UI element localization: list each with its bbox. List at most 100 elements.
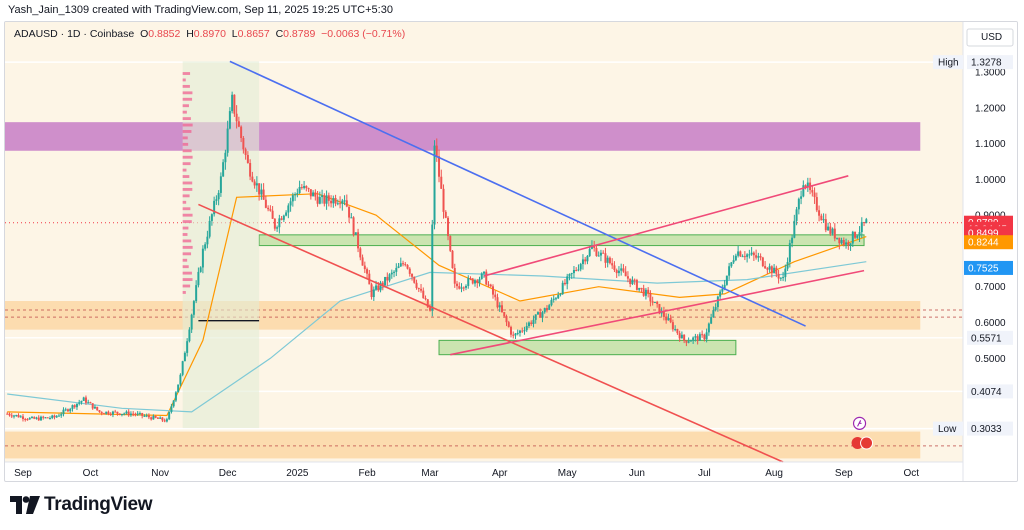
candle-body	[28, 417, 31, 420]
candle-body	[806, 182, 809, 188]
candle-body	[82, 397, 85, 401]
candle-body	[638, 287, 641, 290]
price-chart[interactable]: USD1.30001.20001.10001.00000.90000.70000…	[5, 22, 1018, 482]
candle-body	[393, 271, 396, 273]
candle-body	[307, 188, 310, 190]
candle-body	[642, 288, 645, 296]
y-tick-label: 1.2000	[975, 103, 1006, 114]
candle-body	[109, 414, 112, 416]
volume-profile-bar	[182, 271, 192, 275]
candle-body	[411, 273, 414, 277]
level-value-label: 0.5571	[971, 333, 1002, 344]
candle-body	[422, 290, 425, 299]
candle-body	[339, 203, 342, 205]
support-zone-upper	[5, 301, 921, 330]
candle-body	[78, 402, 81, 404]
candle-body	[597, 255, 600, 257]
candle-body	[359, 248, 362, 258]
candle-body	[147, 415, 150, 418]
candle-body	[273, 218, 276, 229]
candle-body	[215, 199, 218, 201]
candle-body	[669, 318, 672, 323]
volume-profile-bar	[182, 162, 191, 166]
candle-body	[739, 251, 742, 257]
chart-frame[interactable]: USD1.30001.20001.10001.00000.90000.70000…	[4, 21, 1018, 482]
candle-body	[120, 413, 123, 415]
candle-body	[536, 312, 539, 315]
level-tag-label: High	[938, 58, 959, 69]
candle-body	[8, 413, 11, 416]
candle-body	[692, 337, 695, 341]
candle-body	[116, 411, 119, 414]
candle-body	[408, 268, 411, 274]
candle-body	[444, 211, 447, 218]
candle-body	[183, 352, 186, 362]
candle-body	[503, 312, 506, 317]
candle-body	[325, 195, 328, 204]
candle-body	[143, 415, 146, 417]
volume-profile-bar	[182, 284, 191, 288]
candle-body	[91, 403, 94, 409]
candle-body	[305, 186, 308, 189]
candle-body	[242, 138, 245, 150]
x-tick-label: Feb	[358, 468, 376, 479]
volume-profile-bar	[182, 142, 189, 146]
high-label: H	[186, 28, 194, 40]
candle-body	[575, 270, 578, 272]
candle-body	[384, 276, 387, 286]
candle-body	[703, 334, 706, 340]
candle-body	[827, 226, 830, 231]
candle-body	[134, 413, 137, 415]
volume-profile-bar	[182, 187, 193, 191]
candle-body	[181, 361, 184, 375]
candle-body	[687, 341, 690, 343]
candle-body	[278, 218, 281, 228]
candle-body	[460, 287, 463, 289]
candle-body	[489, 284, 492, 287]
candle-body	[296, 193, 299, 195]
candle-body	[233, 94, 236, 114]
candle-body	[615, 270, 618, 274]
candle-body	[631, 279, 634, 285]
candle-body	[500, 305, 503, 313]
candle-body	[6, 413, 9, 415]
candle-body	[505, 316, 508, 323]
close-value: 0.8789	[283, 28, 316, 40]
symbol-label[interactable]: ADAUSD · 1D · Coinbase	[14, 28, 135, 40]
candle-body	[237, 121, 240, 127]
open-label: O	[140, 28, 149, 40]
volume-profile-bar	[182, 97, 193, 101]
candle-body	[262, 189, 265, 200]
candle-body	[327, 195, 330, 201]
candle-body	[163, 420, 166, 422]
candle-body	[469, 278, 472, 280]
candle-body	[633, 279, 636, 281]
candle-body	[759, 256, 762, 258]
volume-profile-bar	[182, 181, 193, 185]
candle-body	[190, 314, 193, 330]
candle-body	[714, 307, 717, 311]
candle-body	[244, 149, 247, 155]
candle-body	[298, 187, 301, 194]
candle-body	[417, 288, 420, 290]
candle-body	[280, 218, 283, 220]
fast-ma	[7, 193, 867, 417]
candle-body	[539, 312, 542, 318]
y-tick-label: 1.0000	[975, 175, 1006, 186]
candle-body	[662, 310, 665, 317]
candle-body	[217, 192, 220, 200]
level-tag-label: Low	[938, 424, 957, 435]
level-value-box	[967, 55, 1013, 70]
candle-body	[332, 198, 335, 204]
currency-box	[966, 28, 1014, 47]
volume-profile-bar	[182, 258, 188, 262]
tradingview-logo[interactable]: TradingView	[10, 494, 153, 516]
candle-body	[824, 219, 827, 231]
candle-body	[165, 419, 168, 422]
candle-body	[415, 282, 418, 289]
candle-body	[255, 183, 258, 186]
candle-body	[12, 415, 15, 417]
candle-body	[21, 416, 24, 420]
candle-body	[764, 266, 767, 269]
candle-body	[404, 264, 407, 266]
